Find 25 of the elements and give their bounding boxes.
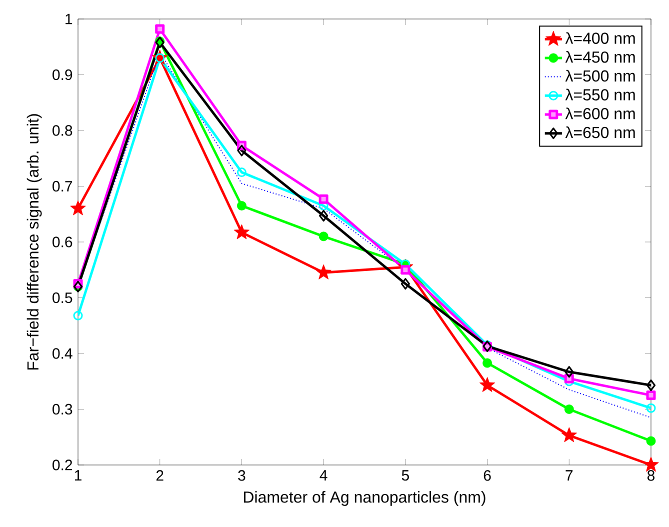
legend-label: λ=400 nm: [565, 32, 635, 44]
x-tick-label: 6: [484, 470, 491, 481]
x-tick-label: 1: [74, 470, 82, 481]
y-tick-label: 1: [66, 14, 72, 24]
legend-label: λ=650 nm: [565, 126, 635, 138]
x-tick-label: 4: [320, 470, 328, 481]
legend-label: λ=550 nm: [565, 88, 635, 100]
x-tick-label: 3: [238, 470, 246, 481]
legend-label: λ=600 nm: [565, 108, 635, 120]
y-tick-label: 0.5: [52, 292, 72, 304]
legend-label: λ=450 nm: [565, 51, 635, 63]
y-tick-label: 0.3: [52, 404, 72, 415]
y-tick-label: 0.9: [52, 69, 72, 80]
x-tick-label: 2: [156, 470, 164, 481]
y-tick-label: 0.7: [52, 180, 72, 192]
y-tick-label: 0.8: [52, 125, 72, 136]
legend-label: λ=500 nm: [565, 70, 635, 82]
x-tick-label: 7: [566, 470, 573, 481]
y-tick-label: 0.4: [52, 348, 72, 359]
x-tick-label: 8: [647, 470, 655, 481]
x-tick-label: 5: [402, 470, 409, 481]
y-tick-label: 0.6: [52, 236, 72, 248]
y-tick-label: 0.2: [52, 460, 72, 470]
x-axis-title: Diameter of Ag nanoparticles (nm): [244, 491, 486, 506]
y-axis-title: Far−field difference signal (arb. unit): [26, 114, 42, 370]
